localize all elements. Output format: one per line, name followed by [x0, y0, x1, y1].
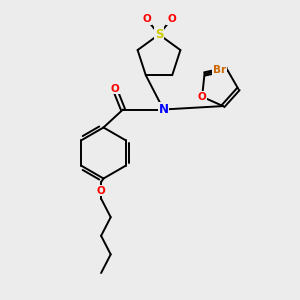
Text: Br: Br	[213, 65, 226, 75]
Text: O: O	[110, 83, 119, 94]
Text: O: O	[97, 185, 106, 196]
Text: O: O	[142, 14, 151, 24]
Text: O: O	[198, 92, 206, 102]
Text: N: N	[158, 103, 169, 116]
Text: O: O	[167, 14, 176, 24]
Text: S: S	[155, 28, 163, 41]
